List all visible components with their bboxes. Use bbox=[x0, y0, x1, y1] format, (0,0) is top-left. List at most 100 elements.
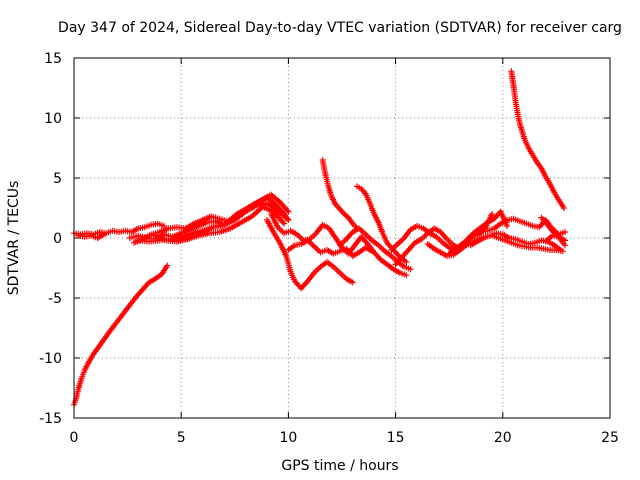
data-trail bbox=[104, 328, 113, 338]
series-arc-rising bbox=[71, 262, 171, 408]
data-trail bbox=[357, 245, 367, 255]
data-trail bbox=[325, 260, 335, 269]
y-tick-label: -5 bbox=[48, 291, 62, 307]
data-trail bbox=[342, 212, 351, 220]
data-trail bbox=[367, 202, 377, 216]
data-trail bbox=[556, 198, 566, 210]
y-tick-label: 15 bbox=[44, 51, 62, 67]
data-trail bbox=[514, 237, 523, 244]
chart-title: Day 347 of 2024, Sidereal Day-to-day VTE… bbox=[58, 20, 622, 36]
data-trail bbox=[184, 221, 196, 231]
data-point bbox=[161, 223, 168, 229]
data-trail bbox=[158, 226, 170, 235]
data-point bbox=[164, 262, 171, 269]
data-trail bbox=[508, 70, 517, 87]
data-trail bbox=[416, 223, 425, 231]
data-trail bbox=[295, 232, 305, 242]
plot-frame bbox=[73, 57, 611, 419]
x-tick-label: 15 bbox=[387, 430, 405, 446]
data-trail bbox=[483, 212, 495, 229]
data-trail bbox=[519, 219, 528, 226]
data-trail bbox=[140, 280, 151, 292]
data-trail bbox=[154, 233, 168, 243]
series-decay-end bbox=[508, 68, 567, 211]
data-trail bbox=[118, 228, 127, 235]
data-trail bbox=[540, 237, 549, 245]
data-trail bbox=[543, 175, 552, 186]
data-trail bbox=[77, 233, 86, 240]
series-middle-f bbox=[336, 225, 414, 273]
data-point bbox=[285, 217, 292, 223]
data-trail bbox=[385, 262, 395, 271]
data-trail bbox=[447, 247, 458, 256]
data-trail bbox=[441, 241, 451, 250]
data-trail bbox=[250, 205, 265, 219]
data-trail bbox=[486, 226, 496, 233]
data-trail bbox=[278, 200, 291, 214]
data-trail bbox=[338, 207, 346, 216]
data-trail bbox=[218, 216, 230, 224]
data-trail bbox=[546, 239, 556, 248]
data-trail bbox=[147, 276, 157, 285]
data-point bbox=[560, 205, 567, 211]
series-middle-c bbox=[285, 237, 376, 259]
data-trail bbox=[240, 214, 254, 225]
data-trail bbox=[445, 237, 455, 247]
data-trail bbox=[359, 235, 370, 246]
data-trail bbox=[422, 226, 432, 235]
data-point bbox=[285, 208, 292, 215]
data-trail bbox=[314, 223, 325, 235]
data-point bbox=[407, 266, 414, 273]
data-trail bbox=[276, 208, 290, 222]
data-trail bbox=[137, 224, 146, 231]
data-trail bbox=[400, 248, 411, 259]
data-point bbox=[281, 220, 288, 227]
data-trail bbox=[179, 227, 192, 236]
data-trail bbox=[527, 240, 536, 247]
data-point bbox=[403, 272, 410, 279]
data-trail bbox=[399, 270, 408, 278]
data-trail bbox=[475, 235, 485, 244]
data-trail bbox=[543, 221, 554, 233]
data-trail bbox=[261, 204, 275, 214]
data-trail bbox=[516, 242, 526, 249]
series-middle-a bbox=[263, 217, 356, 292]
data-trail bbox=[276, 225, 286, 235]
x-tick-label: 0 bbox=[70, 430, 79, 446]
data-trail bbox=[403, 264, 412, 272]
data-trail bbox=[269, 193, 282, 204]
x-tick-label: 5 bbox=[177, 430, 186, 446]
data-trail bbox=[351, 250, 361, 259]
data-trail bbox=[95, 340, 104, 350]
data-trail bbox=[206, 218, 217, 226]
data-trail bbox=[111, 228, 120, 235]
data-trail bbox=[391, 248, 402, 259]
data-trail bbox=[143, 222, 153, 230]
data-trail bbox=[299, 279, 310, 290]
data-trail bbox=[312, 265, 322, 275]
data-trail bbox=[320, 159, 328, 173]
data-trail bbox=[551, 233, 560, 240]
data-trail bbox=[458, 243, 468, 252]
data-trail bbox=[176, 224, 187, 232]
data-trail bbox=[159, 264, 170, 276]
data-trail bbox=[529, 244, 538, 251]
data-trail bbox=[510, 84, 519, 104]
data-trail bbox=[319, 260, 329, 269]
data-trail bbox=[542, 246, 551, 253]
data-trail bbox=[393, 255, 404, 266]
data-trail bbox=[150, 221, 159, 228]
y-tick-label: -15 bbox=[39, 411, 62, 427]
data-point bbox=[504, 223, 511, 229]
data-trail bbox=[526, 146, 535, 157]
data-trail bbox=[460, 237, 470, 246]
data-trail bbox=[480, 228, 489, 235]
data-trail bbox=[222, 217, 237, 227]
data-trail bbox=[332, 265, 342, 275]
data-trail bbox=[333, 203, 342, 211]
data-trail bbox=[82, 360, 92, 372]
data-trail bbox=[389, 242, 400, 252]
data-trail bbox=[188, 223, 200, 232]
data-trail bbox=[523, 243, 532, 251]
